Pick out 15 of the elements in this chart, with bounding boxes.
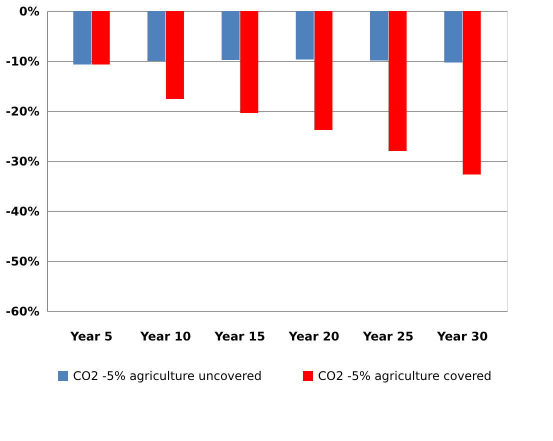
x-tick-label: Year 10 <box>139 330 192 344</box>
legend-label: CO2 -5% agriculture uncovered <box>73 369 262 383</box>
x-tick-label: Year 30 <box>436 330 488 344</box>
y-tick-label: -60% <box>6 304 40 318</box>
y-tick-label: -20% <box>6 104 40 118</box>
x-tick-label: Year 15 <box>214 330 266 344</box>
y-tick-label: -30% <box>6 154 40 168</box>
y-tick-label: -10% <box>6 54 40 68</box>
y-tick-label: -40% <box>6 204 40 218</box>
x-tick-label: Year 5 <box>69 330 113 344</box>
legend-label: CO2 -5% agriculture covered <box>318 369 492 383</box>
y-tick-label: 0% <box>19 4 40 18</box>
x-tick-label: Year 25 <box>362 330 414 344</box>
y-tick-label: -50% <box>6 254 40 268</box>
x-tick-label: Year 20 <box>288 330 340 344</box>
